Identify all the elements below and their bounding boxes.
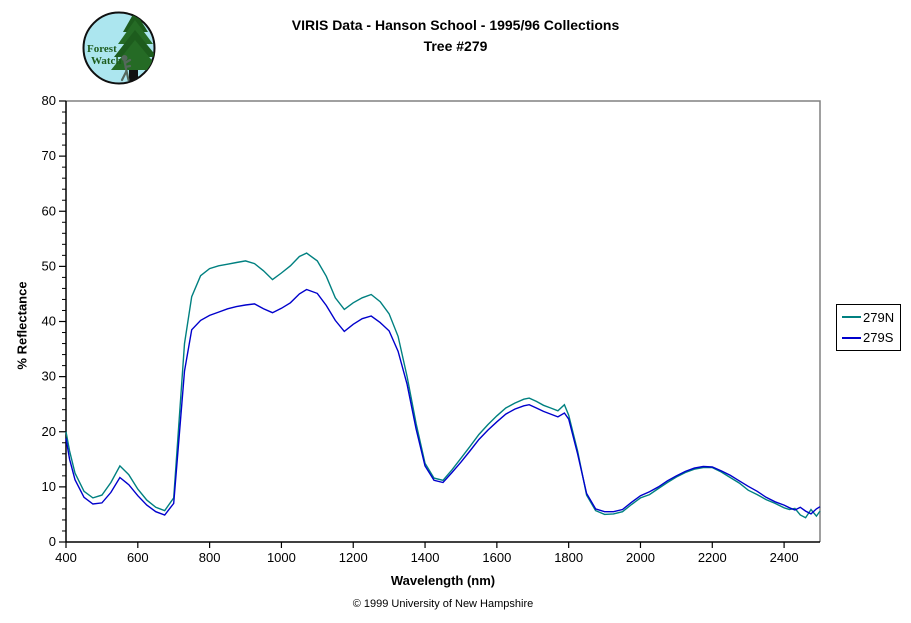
y-tick-label: 60 [42, 203, 56, 218]
x-tick-label: 600 [127, 550, 149, 565]
plot-border [66, 100, 821, 542]
x-tick-label: 2000 [626, 550, 655, 565]
logo-text-watch: Watch [91, 55, 122, 67]
y-axis-title: % Reflectance [14, 281, 30, 370]
y-tick-label: 80 [42, 93, 56, 108]
x-tick-label: 2400 [770, 550, 799, 565]
chart-title-line1: VIRIS Data - Hanson School - 1995/96 Col… [291, 17, 620, 33]
y-tick-label: 70 [42, 148, 56, 163]
logo-text-forest: Forest [87, 43, 117, 55]
x-tick-label: 1600 [482, 550, 511, 565]
person-figure [120, 55, 132, 82]
forest-watch-logo: Forest Watch [82, 11, 156, 85]
y-tick-label: 40 [42, 314, 56, 329]
legend: 279N 279S [836, 304, 901, 351]
y-tick-label: 10 [42, 479, 56, 494]
x-tick-label: 2200 [698, 550, 727, 565]
x-tick-label: 1800 [554, 550, 583, 565]
legend-label: 279S [863, 330, 894, 346]
y-tick-label: 20 [42, 424, 56, 439]
chart-title: VIRIS Data - Hanson School - 1995/96 Col… [0, 15, 911, 57]
copyright-text: © 1999 University of New Hampshire [352, 598, 534, 610]
y-tick-label: 0 [49, 534, 56, 549]
legend-item-279N: 279N [842, 310, 900, 325]
series-line-279S [65, 288, 821, 516]
y-tick-label: 30 [42, 369, 56, 384]
y-tick-label: 50 [42, 258, 56, 273]
series-line-279N [65, 252, 821, 519]
legend-line-swatch [842, 316, 861, 319]
chart-title-line2: Tree #279 [423, 38, 488, 54]
x-tick-label: 800 [199, 550, 221, 565]
tree-icon [111, 12, 155, 81]
x-tick-label: 1000 [267, 550, 296, 565]
legend-line-swatch [842, 336, 861, 339]
x-tick-label: 400 [55, 550, 77, 565]
legend-item-279S: 279S [842, 330, 900, 345]
x-tick-label: 1400 [411, 550, 440, 565]
legend-label: 279N [863, 309, 895, 325]
x-tick-label: 1200 [339, 550, 368, 565]
x-axis-title: Wavelength (nm) [390, 573, 496, 588]
